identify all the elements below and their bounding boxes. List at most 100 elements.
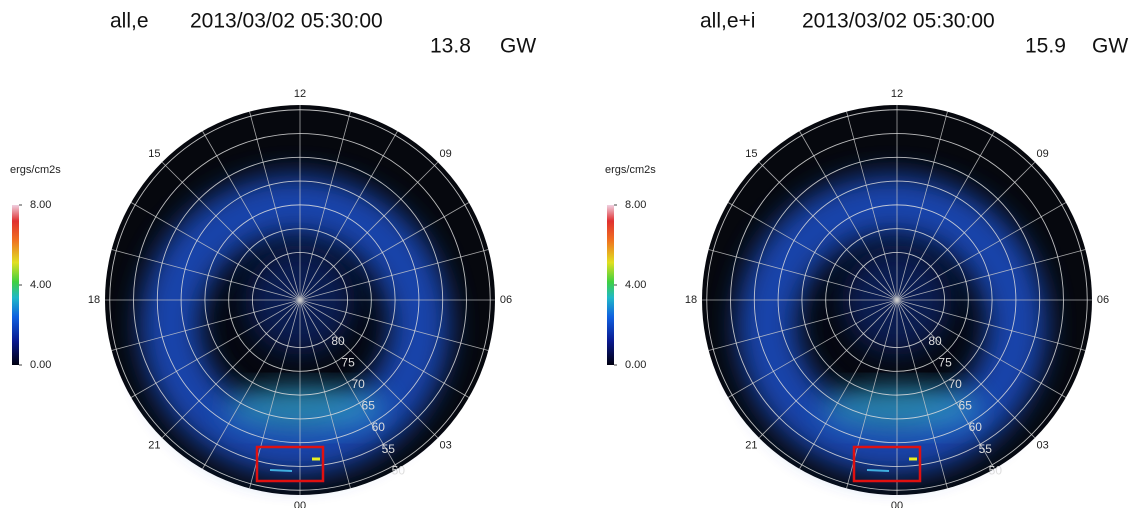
spoke <box>299 299 398 470</box>
lat-label: 55 <box>382 442 396 456</box>
spoke <box>727 202 898 301</box>
mlt-label: 03 <box>440 440 452 452</box>
spoke <box>708 299 898 351</box>
spoke <box>299 299 470 398</box>
lat-label: 70 <box>351 377 365 391</box>
lat-circle <box>133 133 467 467</box>
lat-label: 75 <box>938 356 952 370</box>
mlt-label: 00 <box>294 500 306 508</box>
spoke <box>799 299 898 470</box>
spoke <box>130 202 301 301</box>
spoke <box>111 249 301 301</box>
polar-plot: 80 75 70 65 60 55 50 <box>105 105 495 495</box>
lat-circle <box>156 156 444 444</box>
spoke <box>896 299 995 470</box>
spoke <box>202 299 301 470</box>
spoke <box>896 299 1036 439</box>
spoke <box>896 161 1036 301</box>
spoke <box>727 299 898 398</box>
mlt-label: 06 <box>1097 294 1109 306</box>
spoke <box>249 111 301 301</box>
spoke <box>799 130 898 301</box>
colorbar-tick-label: 0.00 <box>625 359 646 371</box>
lat-circle <box>251 251 349 349</box>
lat-circle <box>825 228 969 372</box>
colorbar-label: ergs/cm2s <box>605 164 656 176</box>
lat-label: 60 <box>372 420 386 434</box>
spoke <box>161 161 301 301</box>
lat-circle <box>753 156 1041 444</box>
mlt-label: 21 <box>148 440 160 452</box>
spoke <box>299 249 489 301</box>
lat-label: 80 <box>331 334 345 348</box>
mlt-label: 15 <box>745 148 757 160</box>
spoke <box>299 299 439 439</box>
spoke <box>299 161 439 301</box>
mlt-label: 18 <box>88 294 100 306</box>
mlt-label: 03 <box>1037 440 1049 452</box>
spoke <box>202 130 301 301</box>
colorbar <box>12 205 19 365</box>
spoke <box>299 202 470 301</box>
mlt-label: 12 <box>891 88 903 100</box>
power-unit: GW <box>1092 35 1128 58</box>
panel-title: all,e+i <box>700 10 755 33</box>
spoke <box>161 299 301 439</box>
spoke <box>896 111 948 301</box>
lat-label: 80 <box>928 334 942 348</box>
spoke <box>111 299 301 351</box>
lat-circle <box>228 228 372 372</box>
lat-circle <box>204 204 396 396</box>
spoke <box>299 299 351 489</box>
lat-circle <box>706 109 1088 491</box>
lat-label: 55 <box>979 442 993 456</box>
streak <box>866 469 890 472</box>
lat-label: 65 <box>362 399 376 413</box>
colorbar <box>607 205 614 365</box>
mlt-label: 09 <box>440 148 452 160</box>
spoke <box>896 299 1086 351</box>
spoke <box>896 202 1067 301</box>
spoke <box>130 299 301 398</box>
timestamp: 2013/03/02 05:30:00 <box>802 10 995 33</box>
spoke <box>299 299 489 351</box>
streak <box>269 469 293 472</box>
spoke <box>896 249 1086 301</box>
polar-plot: 80 75 70 65 60 55 50 <box>702 105 1092 495</box>
oval-bright <box>822 386 982 430</box>
spoke <box>299 130 398 301</box>
mlt-label: 06 <box>500 294 512 306</box>
colorbar-tick-label: 4.00 <box>30 279 51 291</box>
lat-label: 50 <box>392 463 406 477</box>
spoke <box>896 130 995 301</box>
spoke <box>299 111 351 301</box>
lat-circle <box>777 180 1017 420</box>
colorbar-tick-label: 8.00 <box>30 199 51 211</box>
lat-label: 60 <box>969 420 983 434</box>
mlt-label: 15 <box>148 148 160 160</box>
lat-circle <box>848 251 946 349</box>
mlt-label: 12 <box>294 88 306 100</box>
spoke <box>846 111 898 301</box>
mlt-label: 09 <box>1037 148 1049 160</box>
mlt-label: 21 <box>745 440 757 452</box>
colorbar-tick-label: 4.00 <box>625 279 646 291</box>
spoke <box>758 299 898 439</box>
lat-circle <box>730 133 1064 467</box>
mlt-label: 00 <box>891 500 903 508</box>
colorbar-tick-label: 8.00 <box>625 199 646 211</box>
colorbar-label: ergs/cm2s <box>10 164 61 176</box>
oval-bright <box>225 386 385 430</box>
spoke <box>896 299 1067 398</box>
lat-circle <box>109 109 491 491</box>
highlight-box <box>852 445 922 483</box>
colorbar-tick-label: 0.00 <box>30 359 51 371</box>
power-value: 13.8 <box>430 35 471 58</box>
panel-title: all,e <box>110 10 149 33</box>
spoke <box>896 299 948 489</box>
spoke <box>708 249 898 301</box>
lat-label: 50 <box>989 463 1003 477</box>
mlt-label: 18 <box>685 294 697 306</box>
lat-label: 75 <box>341 356 355 370</box>
